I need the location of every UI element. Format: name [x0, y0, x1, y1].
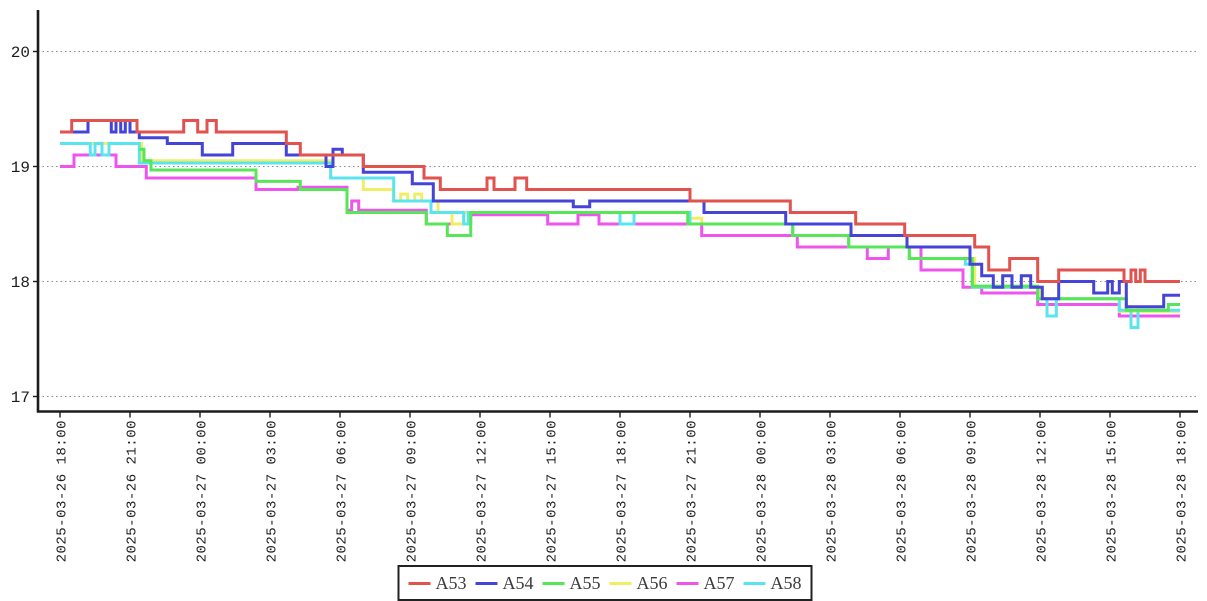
x-tick-label: 2025-03-26 18:00 — [55, 420, 71, 562]
x-tick-label: 2025-03-28 15:00 — [1105, 420, 1121, 562]
legend-label-A53: A53 — [435, 573, 467, 593]
legend-label-A58: A58 — [770, 573, 802, 593]
legend-label-A54: A54 — [502, 573, 534, 593]
legend-swatch-A54 — [475, 581, 498, 585]
x-tick-label: 2025-03-27 18:00 — [615, 420, 631, 562]
series-line-A53 — [60, 119, 1180, 283]
x-tick-label: 2025-03-27 12:00 — [475, 420, 491, 562]
legend-swatch-A53 — [408, 581, 431, 585]
x-tick-label: 2025-03-26 21:00 — [125, 420, 141, 562]
legend-swatch-A55 — [542, 581, 565, 585]
x-tick-label: 2025-03-27 09:00 — [405, 420, 421, 562]
series-line-A55 — [139, 147, 1180, 312]
legend-item-A54: A54 — [475, 573, 534, 593]
legend-item-A58: A58 — [743, 573, 802, 593]
x-tick-label: 2025-03-27 03:00 — [265, 420, 281, 562]
y-tick-label: 18 — [11, 274, 30, 292]
x-tick-label: 2025-03-28 09:00 — [965, 420, 981, 562]
series-line-A57 — [60, 153, 1180, 318]
legend-label-A55: A55 — [569, 573, 601, 593]
legend-swatch-A56 — [609, 581, 632, 585]
legend-label-A57: A57 — [703, 573, 735, 593]
legend-label-A56: A56 — [636, 573, 668, 593]
legend-swatch-A58 — [743, 581, 766, 585]
x-tick-label: 2025-03-27 15:00 — [545, 420, 561, 562]
x-tick-label: 2025-03-27 21:00 — [685, 420, 701, 562]
x-tick-label: 2025-03-28 18:00 — [1175, 420, 1191, 562]
legend-item-A53: A53 — [408, 573, 467, 593]
x-tick-label: 2025-03-27 00:00 — [195, 420, 211, 562]
legend-swatch-A57 — [676, 581, 699, 585]
x-tick-label: 2025-03-28 03:00 — [825, 420, 841, 562]
y-tick-label: 20 — [11, 44, 30, 62]
x-tick-label: 2025-03-28 12:00 — [1035, 420, 1051, 562]
x-tick-label: 2025-03-27 06:00 — [335, 420, 351, 562]
x-tick-label: 2025-03-28 06:00 — [895, 420, 911, 562]
y-tick-label: 17 — [11, 389, 30, 407]
x-tick-label: 2025-03-28 00:00 — [755, 420, 771, 562]
legend: A53 A54 A55 A56 A57 A58 — [397, 565, 813, 601]
legend-item-A56: A56 — [609, 573, 668, 593]
legend-item-A57: A57 — [676, 573, 735, 593]
legend-item-A55: A55 — [542, 573, 601, 593]
y-tick-label: 19 — [11, 159, 30, 177]
